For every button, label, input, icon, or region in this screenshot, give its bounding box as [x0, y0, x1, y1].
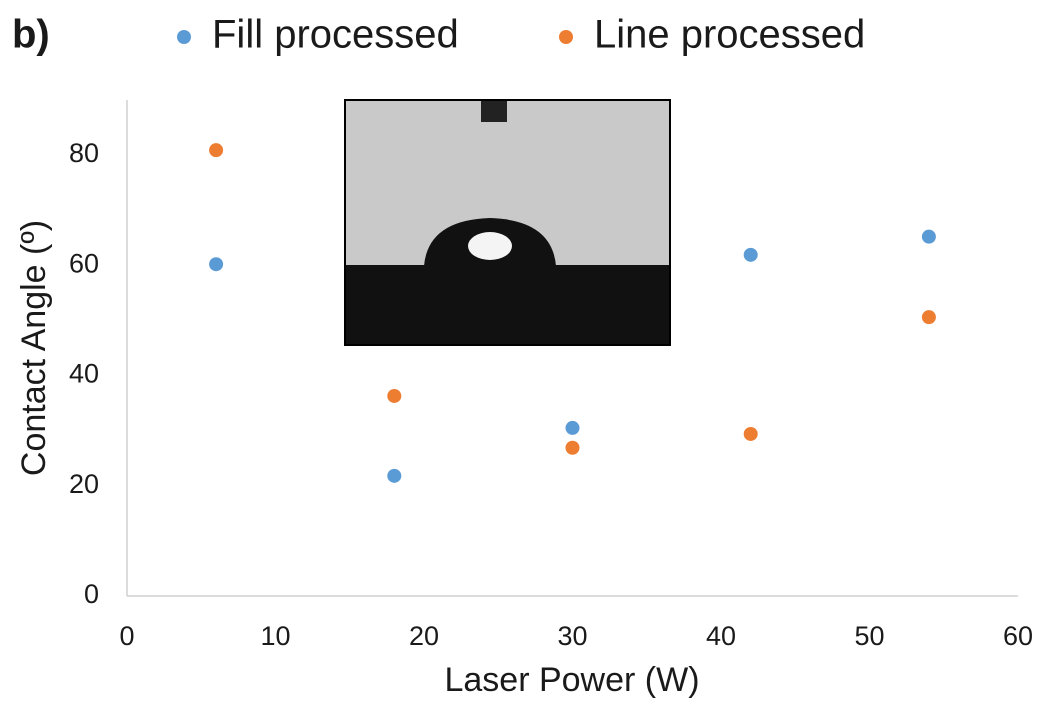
data-point: [743, 247, 758, 262]
x-tick-label: 10: [260, 621, 290, 651]
data-point: [565, 440, 580, 455]
x-tick-label: 40: [706, 621, 736, 651]
data-point: [209, 143, 224, 158]
x-tick-label: 30: [557, 621, 587, 651]
legend-label: Fill processed: [212, 13, 459, 57]
data-point: [921, 310, 936, 325]
inset-image: [344, 99, 671, 346]
y-axis-title: Contact Angle (º): [15, 220, 53, 476]
y-tick-label: 60: [69, 248, 99, 278]
legend-marker: [559, 30, 573, 44]
y-tick-label: 80: [69, 138, 99, 168]
data-point: [387, 388, 402, 403]
panel-label: b): [12, 13, 50, 57]
data-point: [209, 257, 224, 272]
legend-label: Line processed: [594, 13, 865, 57]
plot-area: 0 20 40 60 80 0 10 20 30 40 50 60: [69, 100, 1033, 651]
y-tick-label: 20: [69, 469, 99, 499]
y-tick-label: 0: [84, 579, 99, 609]
data-point: [921, 229, 936, 244]
data-point: [565, 420, 580, 435]
data-point: [743, 426, 758, 441]
x-axis-title: Laser Power (W): [444, 661, 699, 699]
data-point: [387, 468, 402, 483]
x-tick-label: 60: [1003, 621, 1033, 651]
x-tick-label: 0: [119, 621, 134, 651]
legend-marker: [177, 30, 191, 44]
y-tick-label: 40: [69, 359, 99, 389]
x-tick-label: 50: [854, 621, 884, 651]
x-tick-label: 20: [409, 621, 439, 651]
